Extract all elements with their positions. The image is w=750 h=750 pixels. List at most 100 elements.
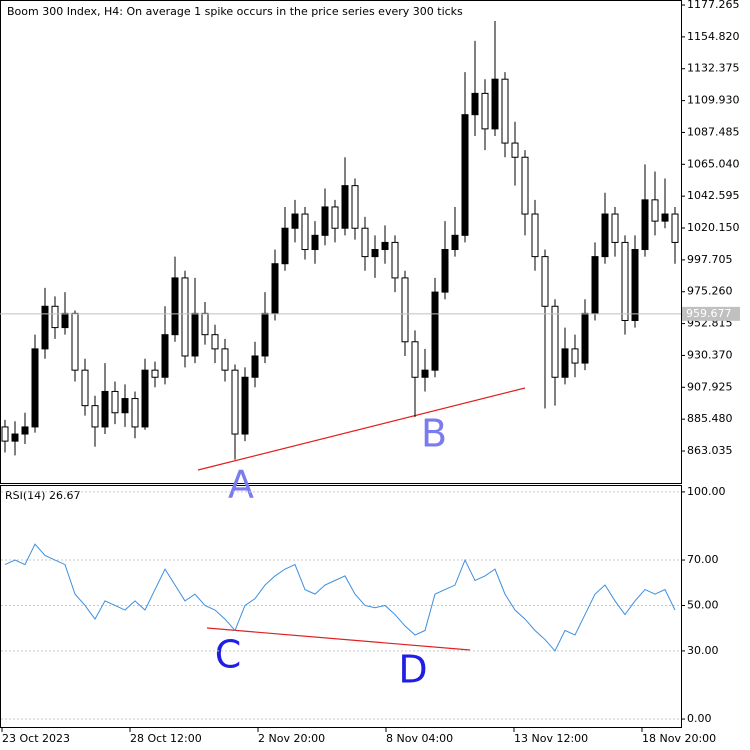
y-tick-label: 1154.820: [687, 30, 740, 43]
y-tick-label: 1132.375: [687, 62, 740, 75]
candle-body: [331, 206, 339, 229]
x-tick-label: 8 Nov 04:00: [386, 732, 453, 745]
candle-body: [631, 249, 639, 321]
y-tick-label: 907.925: [687, 380, 733, 393]
x-tick-label: 13 Nov 12:00: [514, 732, 588, 745]
candle-body: [91, 405, 99, 428]
candle-body: [511, 142, 519, 158]
candle-body: [411, 341, 419, 378]
annotation: A: [228, 463, 254, 507]
candle-body: [451, 234, 459, 251]
y-tick-label: 930.370: [687, 348, 733, 361]
annotation: C: [215, 633, 242, 677]
candle-body: [581, 312, 589, 364]
candle-body: [121, 398, 129, 414]
candle-body: [221, 348, 229, 371]
y-tick-label: 70.00: [687, 553, 719, 566]
candle-body: [61, 312, 69, 329]
candle-body: [601, 213, 609, 258]
y-tick-label: 863.035: [687, 444, 733, 457]
y-tick-label: 30.00: [687, 644, 719, 657]
candle-body: [111, 390, 119, 414]
candle-body: [551, 305, 559, 378]
candle-body: [571, 348, 579, 364]
candle-body: [561, 348, 569, 378]
candle-body: [211, 334, 219, 350]
x-tick-label: 23 Oct 2023: [2, 732, 70, 745]
candle-body: [81, 369, 89, 407]
candle-body: [341, 185, 349, 229]
indicator-title: RSI(14) 26.67: [5, 489, 80, 502]
candle-body: [281, 227, 289, 265]
candle-body: [591, 256, 599, 314]
y-tick-label: 885.480: [687, 412, 733, 425]
candle-body: [201, 312, 209, 336]
x-tick-label: 2 Nov 20:00: [258, 732, 325, 745]
candle-body: [261, 312, 269, 357]
candle-body: [191, 312, 199, 357]
candle-body: [651, 199, 659, 222]
candle-body: [461, 114, 469, 236]
x-tick-label: 28 Oct 12:00: [130, 732, 202, 745]
y-tick-label: 975.260: [687, 285, 733, 298]
candle-body: [31, 348, 39, 428]
candle-body: [401, 277, 409, 343]
y-tick-label: 1042.595: [687, 189, 740, 202]
y-tick-label: 1109.930: [687, 94, 740, 107]
candle-body: [641, 199, 649, 251]
candle-body: [381, 241, 389, 251]
trend-line: [197, 387, 526, 471]
candle-body: [431, 291, 439, 371]
candle-body: [141, 369, 149, 428]
candle-body: [361, 227, 369, 258]
candle-body: [21, 426, 29, 435]
candle-body: [541, 256, 549, 307]
candle-body: [501, 78, 509, 144]
candle-body: [671, 213, 679, 243]
candle-body: [271, 263, 279, 314]
candle-body: [421, 369, 429, 378]
x-tick-label: 18 Nov 20:00: [642, 732, 716, 745]
annotation: D: [398, 648, 427, 692]
candle-body: [531, 213, 539, 258]
rsi-line: [4, 543, 676, 652]
candle-body: [371, 249, 379, 258]
y-tick-label: 50.00: [687, 598, 719, 611]
y-tick-label: 0.00: [687, 712, 712, 725]
candle-body: [171, 277, 179, 336]
chart-title: Boom 300 Index, H4: On average 1 spike o…: [7, 5, 463, 18]
candle-body: [611, 213, 619, 243]
candle-body: [621, 241, 629, 321]
candle-body: [301, 213, 309, 251]
candle-body: [321, 206, 329, 236]
y-tick-label: 1020.150: [687, 221, 740, 234]
candle-body: [51, 305, 59, 329]
candle-body: [71, 312, 79, 371]
candle-body: [41, 305, 49, 350]
candle-body: [131, 398, 139, 428]
candle-body: [351, 185, 359, 229]
candle-body: [291, 213, 299, 229]
current-price-box: [682, 306, 740, 321]
candle-body: [251, 355, 259, 378]
candle-body: [491, 78, 499, 130]
y-tick-label: 100.00: [687, 485, 726, 498]
candle-body: [181, 277, 189, 357]
candle-body: [151, 369, 159, 378]
candle-body: [391, 241, 399, 279]
candle-body: [471, 92, 479, 116]
annotation: B: [421, 412, 447, 456]
y-tick-label: 997.705: [687, 253, 733, 266]
y-tick-label: 1177.265: [687, 0, 740, 11]
y-tick-label: 1087.485: [687, 125, 740, 138]
candle-body: [521, 156, 529, 215]
candle-body: [481, 92, 489, 130]
y-tick-label: 1065.040: [687, 157, 740, 170]
rsi-frame: [0, 485, 682, 728]
candle-body: [161, 334, 169, 378]
candle-body: [661, 213, 669, 222]
candle-body: [311, 234, 319, 251]
candle-body: [231, 369, 239, 435]
